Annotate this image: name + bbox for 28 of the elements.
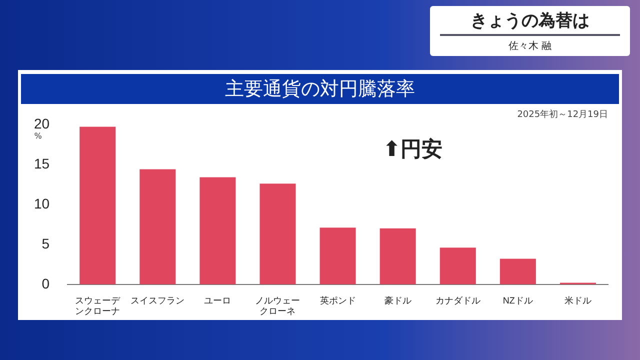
y-tick-label: 15 xyxy=(34,155,50,172)
x-tick-label: ユーロ xyxy=(204,295,232,306)
bar xyxy=(500,258,536,284)
annotation: ⬆円安 xyxy=(383,136,443,163)
text: きょうの為替は xyxy=(440,9,620,36)
x-tick-label: カナダドル xyxy=(435,295,480,306)
x-tick-label: ノルウェークローネ xyxy=(255,295,300,316)
chart-title: 主要通貨の対円騰落率 xyxy=(21,74,619,104)
bar xyxy=(140,169,176,284)
y-tick-label: 0 xyxy=(42,275,50,292)
bar xyxy=(200,177,236,284)
chart-subtitle: 2025年初～12月19日 xyxy=(517,108,608,121)
x-tick-label: 米ドル xyxy=(564,295,592,306)
x-tick-label: 英ポンド xyxy=(320,295,356,306)
x-tick-label: 豪ドル xyxy=(384,295,412,306)
bar xyxy=(380,228,416,284)
y-tick-label: 10 xyxy=(34,195,50,212)
x-tick-label: NZドル xyxy=(502,295,533,306)
y-tick-label: 20 xyxy=(34,115,50,132)
bar xyxy=(260,184,296,284)
y-tick-label: 5 xyxy=(42,235,50,252)
bar xyxy=(320,228,356,284)
x-tick-label: スイスフラン xyxy=(130,295,185,306)
text: 佐々木 融 xyxy=(507,40,553,53)
bar xyxy=(440,248,476,284)
y-axis-title: % xyxy=(34,131,42,140)
bar xyxy=(80,126,116,284)
x-tick-label: スウェーデンクローナ xyxy=(75,295,122,316)
